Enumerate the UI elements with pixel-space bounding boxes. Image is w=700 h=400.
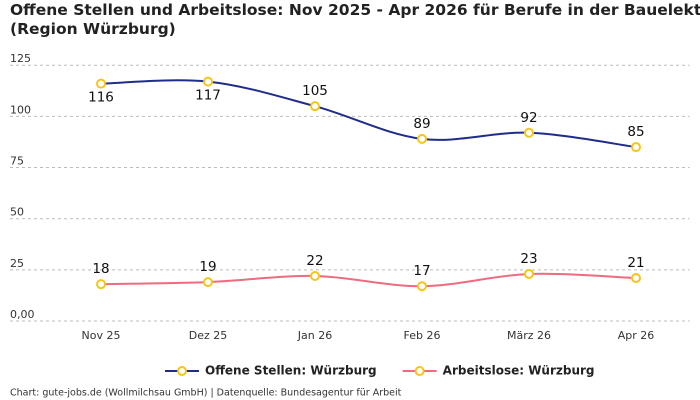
legend-label: Arbeitslose: Würzburg <box>443 364 595 378</box>
marker <box>203 277 213 288</box>
y-tick-label: 125 <box>10 52 31 65</box>
legend-marker <box>177 366 187 376</box>
x-tick-label: Feb 26 <box>404 329 441 342</box>
data-label: 17 <box>413 263 430 279</box>
marker <box>417 281 427 292</box>
y-tick-label: 75 <box>10 155 24 168</box>
legend-label: Offene Stellen: Würzburg <box>205 364 377 378</box>
legend-marker <box>414 366 425 376</box>
series-line <box>100 79 637 149</box>
y-tick-label: 100 <box>10 103 31 116</box>
series-line <box>100 272 637 288</box>
x-tick-label: Apr 26 <box>618 329 655 342</box>
data-label: 105 <box>302 83 328 99</box>
x-tick-label: Jan 26 <box>297 329 332 342</box>
data-label: 92 <box>520 110 537 126</box>
data-label: 19 <box>199 259 216 275</box>
y-tick-label: 25 <box>10 257 24 270</box>
data-label: 85 <box>627 124 644 140</box>
marker <box>524 268 534 279</box>
chart-subtitle: (Region Würzburg) <box>10 20 176 38</box>
marker <box>96 78 106 89</box>
marker <box>417 133 427 144</box>
data-label: 23 <box>520 251 537 267</box>
marker <box>310 270 320 281</box>
x-tick-label: Dez 25 <box>189 329 228 342</box>
chart-title: Offene Stellen und Arbeitslose: Nov 2025… <box>10 1 700 19</box>
data-label: 22 <box>306 253 323 269</box>
marker <box>203 76 213 87</box>
marker <box>524 127 534 138</box>
y-tick-label: 0,00 <box>10 308 35 321</box>
data-label: 21 <box>627 255 644 271</box>
marker <box>631 273 641 284</box>
data-label: 18 <box>92 261 109 277</box>
x-tick-label: Nov 25 <box>82 329 121 342</box>
marker <box>310 101 320 112</box>
y-tick-label: 50 <box>10 206 24 219</box>
x-tick-label: März 26 <box>507 329 551 342</box>
data-label: 117 <box>195 88 221 104</box>
data-label: 89 <box>413 116 430 132</box>
source: Chart: gute-jobs.de (Wollmilchsau GmbH) … <box>10 388 402 399</box>
marker <box>631 142 641 153</box>
marker <box>96 279 106 290</box>
data-label: 116 <box>88 90 114 106</box>
